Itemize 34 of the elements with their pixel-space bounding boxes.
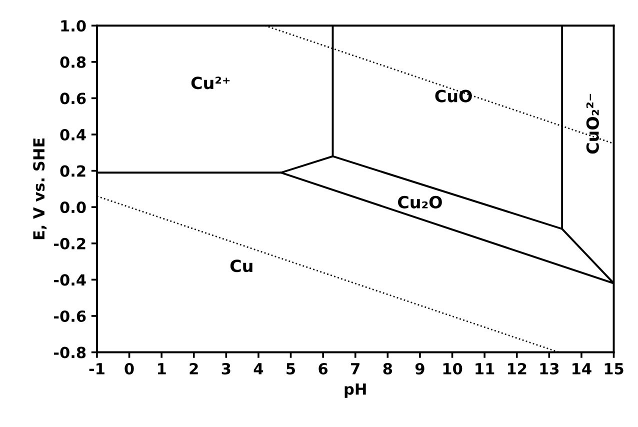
x-tick-label: 2 <box>190 362 198 374</box>
y-tick-label: -0.6 <box>54 310 86 322</box>
annotation: Cu <box>230 260 252 272</box>
y-tick-label: 0.6 <box>60 92 86 104</box>
annotation: Cu²⁺ <box>191 76 230 90</box>
x-tick-label: 10 <box>443 362 462 375</box>
x-tick-label: 5 <box>286 363 296 375</box>
y-tick-label: -0.8 <box>54 346 86 358</box>
y-tick-label: 0.2 <box>60 165 86 177</box>
x-tick-label: 15 <box>604 363 624 375</box>
x-tick-label: 12 <box>508 362 526 374</box>
y-tick-label: -0.4 <box>54 274 86 286</box>
y-tick-label: 1.0 <box>61 20 86 32</box>
x-tick-label: 8 <box>383 362 392 375</box>
x-tick-label: 6 <box>318 362 328 375</box>
x-tick-label: 7 <box>351 363 360 374</box>
annotation: CuO₂²⁻ <box>586 94 599 154</box>
y-tick-label: -0.2 <box>54 238 86 250</box>
annotation: CuO <box>435 90 472 102</box>
x-tick-label: 9 <box>415 362 424 375</box>
y-tick-label: 0.4 <box>60 128 86 141</box>
x-tick-label: 13 <box>540 362 559 375</box>
y-tick-label: 0.0 <box>60 202 86 214</box>
x-tick-label: 4 <box>254 363 264 374</box>
y-axis-title: E, V vs. SHE <box>33 138 47 240</box>
x-tick-label: 0 <box>124 362 134 375</box>
x-tick-label: -1 <box>89 363 104 374</box>
y-tick-label: 0.8 <box>60 56 86 68</box>
x-tick-label: 14 <box>572 363 592 374</box>
x-tick-label: 11 <box>476 363 494 374</box>
x-tick-label: 3 <box>222 362 230 375</box>
annotation: Cu₂O <box>398 196 442 208</box>
x-tick-label: 1 <box>158 363 166 374</box>
x-axis-title: pH <box>344 384 366 398</box>
